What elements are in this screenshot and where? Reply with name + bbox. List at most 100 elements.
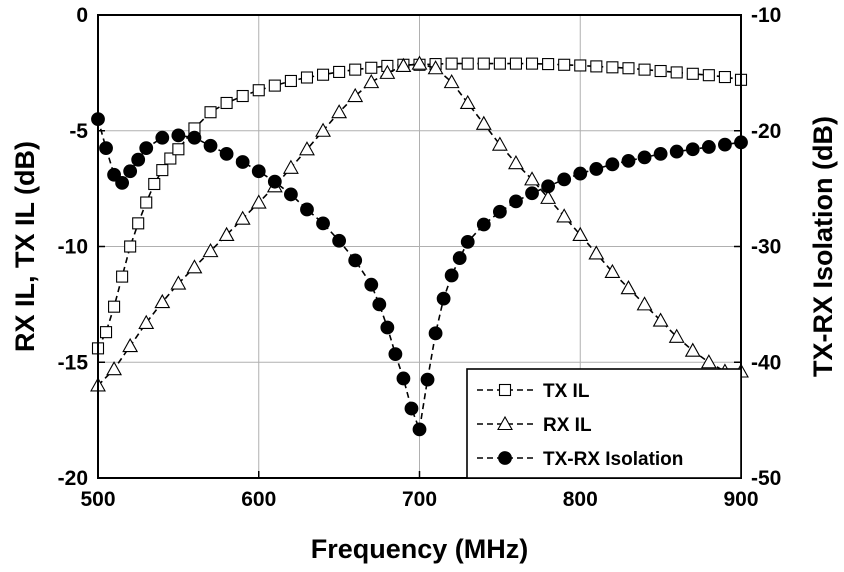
data-point — [252, 84, 265, 97]
data-point — [171, 128, 186, 143]
data-point — [670, 66, 683, 79]
x-tick-label: 600 — [241, 488, 276, 511]
y-right-tick-label: -30 — [751, 236, 781, 259]
data-point — [508, 155, 524, 170]
data-point — [590, 60, 603, 73]
data-point — [204, 106, 217, 119]
series-rx-il — [90, 55, 749, 392]
data-point — [363, 74, 380, 89]
data-point — [333, 65, 346, 78]
y-left-tick-label: -5 — [69, 120, 88, 143]
data-point — [589, 162, 604, 176]
data-point — [331, 104, 348, 119]
data-point — [395, 57, 412, 72]
data-point — [509, 57, 523, 70]
data-point — [116, 270, 129, 283]
data-point — [155, 130, 170, 145]
data-point — [219, 146, 234, 161]
data-point — [573, 166, 588, 181]
data-point — [332, 233, 347, 248]
x-tick-label: 700 — [402, 488, 437, 511]
y-right-tick-label: -40 — [751, 351, 781, 374]
data-point — [170, 275, 187, 290]
data-point — [572, 226, 589, 241]
data-point — [700, 354, 717, 369]
data-point — [604, 263, 621, 279]
data-point — [541, 179, 555, 194]
legend-marker — [498, 451, 512, 465]
data-point — [476, 217, 491, 232]
data-point — [380, 320, 395, 335]
data-point — [140, 196, 153, 209]
legend-marker — [498, 383, 512, 397]
data-point — [445, 57, 458, 70]
data-point — [686, 67, 699, 80]
data-point — [606, 61, 619, 74]
data-point — [300, 71, 314, 84]
data-point — [444, 268, 459, 283]
data-point — [132, 217, 145, 230]
data-point — [654, 64, 667, 78]
data-point — [172, 143, 185, 156]
data-point — [235, 155, 250, 169]
data-point — [284, 74, 297, 88]
data-point — [622, 62, 635, 75]
legend-label: TX IL — [543, 381, 590, 402]
data-point — [300, 202, 314, 217]
legend-item: TX-RX Isolation — [477, 449, 683, 470]
legend-label: RX IL — [543, 415, 592, 436]
data-point — [574, 59, 587, 72]
data-point — [540, 189, 557, 204]
x-axis-title: Frequency (MHz) — [311, 534, 529, 564]
data-point — [669, 144, 684, 159]
data-point — [452, 251, 467, 265]
data-point — [477, 57, 490, 70]
data-point — [250, 194, 267, 209]
legend: TX IL RX IL TX-RX Isolation — [466, 368, 742, 479]
data-point — [156, 164, 169, 177]
data-point — [428, 326, 443, 341]
y-left-tick-label: -15 — [58, 351, 89, 374]
data-point — [556, 208, 573, 223]
data-point — [685, 142, 700, 157]
data-point — [315, 122, 331, 137]
legend-marker — [497, 415, 513, 431]
y-axis-left-title: RX IL, TX IL (dB) — [10, 141, 40, 352]
data-point — [299, 141, 315, 156]
data-point — [702, 69, 715, 82]
data-point — [316, 68, 330, 81]
y-left-tick-label: 0 — [76, 4, 88, 27]
data-point — [348, 253, 363, 268]
data-point — [106, 361, 123, 376]
data-point — [636, 296, 653, 311]
data-point — [379, 64, 396, 79]
data-point — [461, 57, 474, 70]
data-point — [186, 259, 203, 274]
data-point — [588, 245, 605, 260]
data-point — [718, 137, 732, 152]
data-point — [364, 277, 379, 292]
data-point — [652, 312, 669, 327]
data-point — [234, 210, 251, 225]
data-point — [475, 115, 492, 130]
data-point — [701, 140, 716, 154]
data-point — [283, 187, 298, 202]
data-point — [251, 164, 266, 179]
data-point — [411, 55, 428, 70]
data-point — [492, 204, 507, 219]
data-point — [420, 372, 435, 387]
data-point — [684, 342, 701, 357]
data-point — [282, 159, 299, 174]
data-point — [187, 130, 202, 145]
y-axis-right-title: TX-RX Isolation (dB) — [808, 116, 838, 377]
data-point — [267, 174, 282, 189]
data-point — [491, 136, 508, 151]
data-point — [637, 150, 652, 165]
data-point — [460, 234, 475, 249]
y-left-tick-label: -10 — [58, 236, 88, 259]
data-point — [525, 186, 539, 201]
data-point — [412, 422, 427, 437]
data-point — [316, 216, 330, 231]
data-point — [99, 326, 113, 339]
